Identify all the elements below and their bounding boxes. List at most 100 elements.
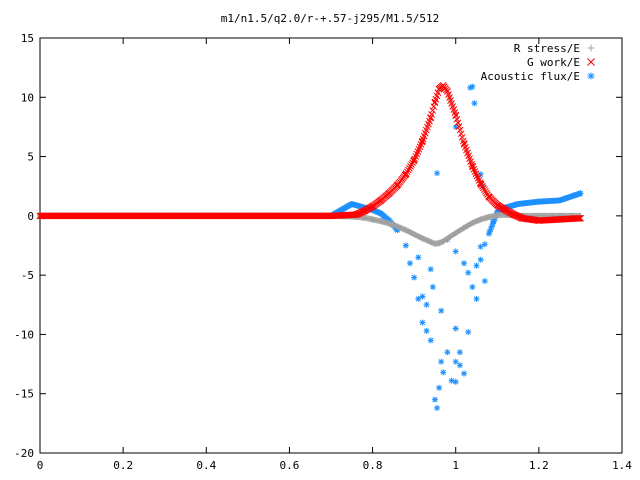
data-point xyxy=(448,377,455,384)
data-point xyxy=(419,235,426,242)
data-point xyxy=(327,212,335,220)
data-point xyxy=(493,201,501,209)
axis-ticks: 0 0.2 0.4 0.6 0.8 1 1.2 1.4 15 10 5 0 -5 -10 -15 -20 xyxy=(14,32,632,472)
data-point xyxy=(577,214,584,222)
data-point xyxy=(402,171,410,178)
data-point xyxy=(431,240,438,247)
data-point xyxy=(434,170,441,177)
data-point xyxy=(535,198,542,205)
data-point xyxy=(477,180,485,188)
y-tick-label: -20 xyxy=(14,447,34,460)
data-point xyxy=(502,206,509,214)
data-point xyxy=(407,163,414,170)
plot-frame xyxy=(39,37,623,454)
data-point xyxy=(452,378,459,385)
data-point xyxy=(461,370,468,377)
data-point xyxy=(119,212,127,220)
data-point xyxy=(469,83,476,90)
data-point xyxy=(452,358,459,365)
data-point xyxy=(361,214,368,221)
data-point xyxy=(427,114,435,121)
x-tick-label: 0.4 xyxy=(196,459,216,472)
data-point xyxy=(460,140,468,147)
y-tick-label: 10 xyxy=(21,91,34,104)
data-point xyxy=(377,218,384,225)
x-tick-label: 1.2 xyxy=(529,459,549,472)
data-point xyxy=(468,162,476,170)
data-point xyxy=(469,284,476,290)
data-point xyxy=(452,325,459,332)
data-point xyxy=(556,216,563,223)
data-point xyxy=(348,201,355,207)
data-points xyxy=(36,82,584,411)
data-point xyxy=(377,197,385,204)
data-point xyxy=(473,295,480,302)
legend-label: R stress/E xyxy=(514,42,580,55)
data-point xyxy=(515,201,522,207)
data-point xyxy=(385,189,393,197)
data-point xyxy=(402,242,409,249)
y-tick-label: -10 xyxy=(14,328,34,341)
x-tick-label: 1.4 xyxy=(612,459,632,472)
data-point xyxy=(369,203,376,210)
data-point xyxy=(436,240,443,247)
data-point xyxy=(456,349,463,356)
data-point xyxy=(411,231,418,238)
data-point xyxy=(574,214,582,222)
data-point xyxy=(415,295,422,302)
data-point xyxy=(360,207,368,215)
data-point xyxy=(485,214,492,221)
y-tick-label: 15 xyxy=(21,32,34,45)
data-point xyxy=(423,301,430,308)
data-point xyxy=(429,107,437,114)
data-point xyxy=(286,212,293,220)
y-tick-label: -15 xyxy=(14,388,34,401)
data-point xyxy=(576,214,583,222)
data-point xyxy=(481,278,488,285)
data-point xyxy=(402,227,409,234)
data-point xyxy=(477,256,484,263)
chart-title: m1/n1.5/q2.0/r-+.57-j295/M1.5/512 xyxy=(221,12,440,25)
data-point xyxy=(377,210,384,217)
data-point xyxy=(465,329,472,336)
data-point xyxy=(438,307,445,314)
legend-marker xyxy=(587,58,595,66)
data-point xyxy=(577,190,584,197)
data-point xyxy=(481,241,488,248)
y-tick-label: 5 xyxy=(27,151,34,164)
legend-label: G work/E xyxy=(527,56,580,69)
y-tick-label: 0 xyxy=(27,210,34,223)
data-point xyxy=(394,181,401,189)
data-point xyxy=(202,212,210,220)
data-point xyxy=(461,260,468,267)
data-point xyxy=(369,216,376,223)
series-g-work-e xyxy=(36,82,584,224)
data-point xyxy=(444,88,451,95)
data-point xyxy=(419,137,426,145)
data-point xyxy=(485,193,493,201)
data-point xyxy=(423,327,430,334)
data-point xyxy=(477,243,484,250)
data-point xyxy=(452,230,459,237)
data-point xyxy=(452,248,459,255)
data-point xyxy=(518,214,526,222)
data-point xyxy=(456,362,463,369)
data-point xyxy=(438,358,445,365)
data-point xyxy=(386,220,393,227)
data-point xyxy=(406,260,413,267)
data-point xyxy=(452,111,460,119)
data-point xyxy=(461,224,468,231)
data-point xyxy=(440,238,447,245)
data-point xyxy=(415,254,422,261)
data-point xyxy=(410,156,418,164)
data-point xyxy=(394,223,401,230)
data-point xyxy=(427,337,434,344)
data-point xyxy=(473,262,480,269)
x-tick-label: 0.2 xyxy=(113,459,133,472)
legend-label: Acoustic flux/E xyxy=(481,70,580,83)
data-point xyxy=(36,212,44,220)
data-point xyxy=(469,219,476,226)
data-point xyxy=(510,211,518,219)
data-point xyxy=(485,230,492,237)
